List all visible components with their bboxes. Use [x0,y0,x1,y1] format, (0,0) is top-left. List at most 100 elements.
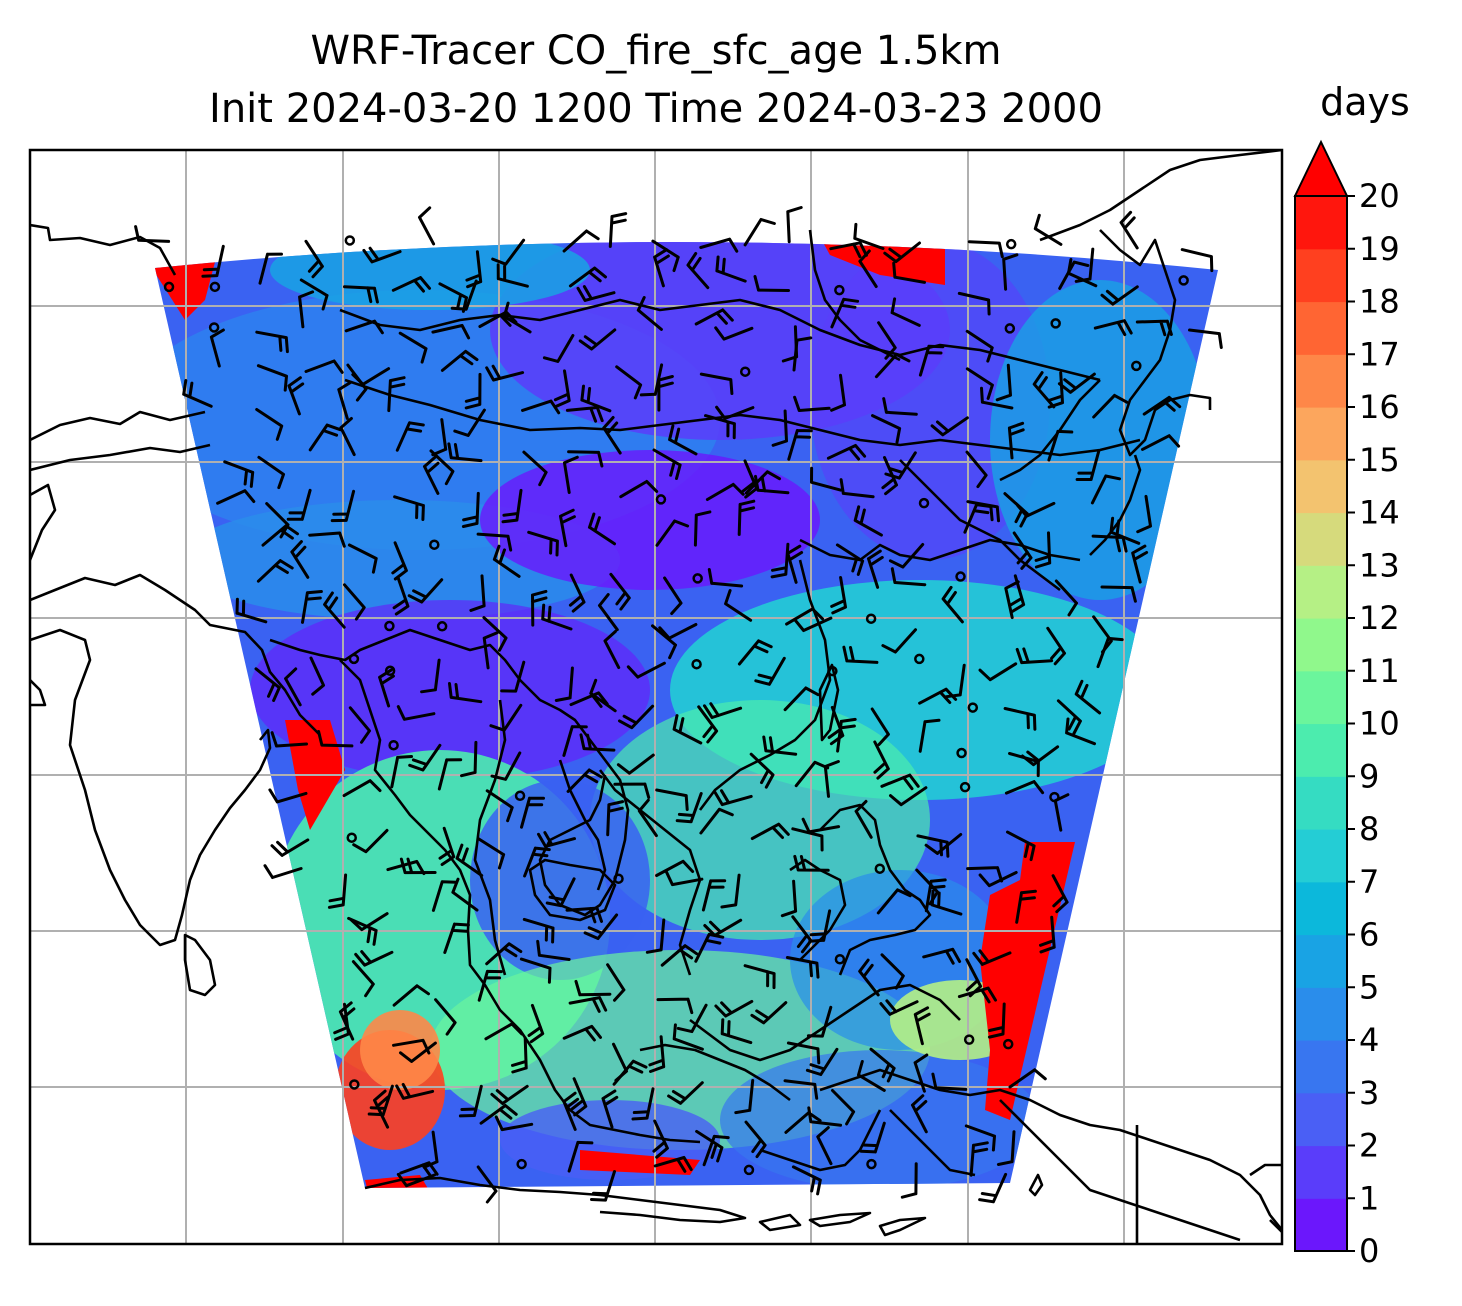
wind-barb [941,585,964,624]
wind-barb [1058,260,1090,290]
wind-barb [201,244,225,278]
wind-barb [478,310,518,328]
wind-barb [823,760,840,798]
wind-barb [344,319,384,335]
wind-barb [762,735,798,756]
wind-barb [491,238,526,266]
colorbar-tick-label: 10 [1359,705,1400,743]
wind-barb [451,877,479,912]
colorbar-segment [1295,1040,1347,1094]
colorbar-tick-label: 7 [1359,863,1379,901]
wind-barb [1090,474,1121,505]
colorbar-segment [1295,776,1347,830]
wind-barb [1141,434,1181,451]
wind-barb [787,429,813,461]
wind-barb [880,773,920,791]
wind-barb [753,275,790,292]
calm-wind-marker [874,863,886,874]
wind-barb [879,999,919,1016]
wind-barb [770,542,790,579]
wind-barb [396,705,436,721]
wind-barb [476,532,513,552]
wind-barb [568,266,607,288]
wind-barb [652,448,682,480]
wind-barb [255,330,289,354]
wind-barb [720,873,741,909]
colorbar-segment [1295,407,1347,461]
wind-barb [492,544,521,578]
wind-barb [602,416,622,455]
wind-barb [839,478,875,499]
wind-barb [645,918,666,954]
wind-barb [783,686,820,712]
calm-wind-marker [384,665,396,677]
wind-barb [1100,285,1139,306]
colorbar-tick-label: 12 [1359,599,1400,637]
wind-barb [216,489,256,505]
wind-barb [438,826,456,866]
wind-barb [873,740,890,780]
wind-barb [287,376,305,416]
wind-barb [235,597,268,624]
wind-barb [263,864,303,879]
wind-barb [703,702,743,719]
wind-barb [568,573,586,613]
wind-barb [699,237,739,253]
wind-barb [780,879,798,918]
wind-barb [853,222,885,250]
calm-wind-marker [918,497,930,509]
calm-wind-marker [655,494,667,505]
wind-barb [580,384,612,413]
wind-barb [429,449,455,486]
wind-barb [1021,745,1060,767]
calm-wind-marker [163,281,175,293]
colorbar-tick-label: 0 [1359,1232,1379,1270]
wind-barb [342,779,382,798]
model-domain-field [155,241,1218,1189]
wind-barb [881,456,898,496]
wind-barb [858,958,880,997]
wind-barb [1119,210,1139,250]
colorbar-tick-label: 18 [1359,283,1400,321]
wind-barb [476,1165,498,1204]
wind-barb [606,963,626,1002]
wind-barb [1053,793,1070,832]
wind-barb [918,718,941,753]
wind-barb [562,229,600,253]
wind-barb [354,950,394,967]
colorbar-tick-label: 14 [1359,494,1400,532]
calm-wind-marker [514,790,526,801]
calm-wind-marker [344,235,356,246]
wind-barb [871,414,902,444]
wind-barb [869,1047,896,1083]
wind-barb [791,827,824,852]
calm-wind-marker [955,571,966,582]
calm-wind-marker [1004,323,1016,334]
wind-barb [527,530,559,557]
wind-barb [967,240,1004,259]
calm-wind-marker [1002,1038,1014,1050]
calm-wind-marker [956,747,967,759]
wind-barb [350,912,389,932]
wind-barb [786,206,803,244]
wind-barb [695,1129,724,1163]
wind-barb [1002,253,1019,291]
wind-barb [931,1072,968,1091]
wind-barb [743,218,776,247]
wind-barb [477,969,503,1002]
colorbar-tick-label: 17 [1359,335,1400,373]
wind-barb [447,442,483,463]
wind-barb [542,334,575,363]
colorbar-segment [1295,1092,1347,1147]
colorbar-segment [1295,459,1347,514]
wind-barb [603,630,621,670]
calm-wind-marker [967,702,979,713]
wind-barb [1032,371,1056,409]
wind-barb [304,359,344,374]
wind-barb [521,399,561,415]
calm-wind-marker [1131,360,1142,372]
wind-barb [562,725,588,757]
wind-barb [490,751,522,781]
wind-barb [574,979,612,997]
wind-barb [290,540,310,579]
